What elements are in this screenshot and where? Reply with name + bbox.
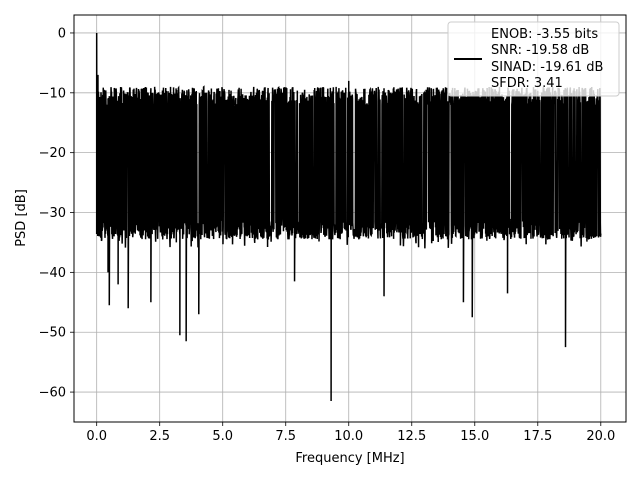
y-tick-label: 0 bbox=[58, 26, 66, 41]
x-tick-label: 15.0 bbox=[460, 429, 489, 444]
y-tick-label: −30 bbox=[39, 206, 66, 221]
legend-entry-sinad: SINAD: -19.61 dB bbox=[491, 60, 603, 75]
legend-entry-snr: SNR: -19.58 dB bbox=[491, 43, 589, 58]
legend-entry-enob: ENOB: -3.55 bits bbox=[491, 27, 598, 42]
y-tick-label: −10 bbox=[39, 86, 66, 101]
x-tick-label: 12.5 bbox=[397, 429, 426, 444]
legend-box bbox=[447, 21, 620, 97]
y-tick-label: −50 bbox=[39, 326, 66, 341]
x-tick-label: 5.0 bbox=[212, 429, 233, 444]
x-tick-label: 2.5 bbox=[149, 429, 170, 444]
y-tick-label: −60 bbox=[39, 386, 66, 401]
x-axis-ticks: 0.0 2.5 5.0 7.5 10.0 12.5 15.0 17.5 20.0 bbox=[86, 422, 615, 444]
y-axis-label: PSD [dB] bbox=[14, 189, 29, 247]
x-tick-label: 10.0 bbox=[334, 429, 363, 444]
x-tick-label: 7.5 bbox=[275, 429, 296, 444]
psd-series bbox=[95, 32, 602, 402]
y-tick-label: −20 bbox=[39, 146, 66, 161]
x-tick-label: 0.0 bbox=[86, 429, 107, 444]
plot-frame bbox=[73, 14, 627, 423]
legend-entry-sfdr: SFDR: 3.41 bbox=[491, 76, 563, 91]
legend: ENOB: -3.55 bits SNR: -19.58 dB SINAD: -… bbox=[447, 21, 620, 97]
x-tick-label: 17.5 bbox=[523, 429, 552, 444]
x-tick-label: 20.0 bbox=[586, 429, 615, 444]
x-axis-label: Frequency [MHz] bbox=[295, 451, 404, 466]
y-tick-label: −40 bbox=[39, 266, 66, 281]
y-axis-ticks: 0 −10 −20 −30 −40 −50 −60 bbox=[39, 26, 74, 401]
psd-line bbox=[95, 32, 602, 402]
